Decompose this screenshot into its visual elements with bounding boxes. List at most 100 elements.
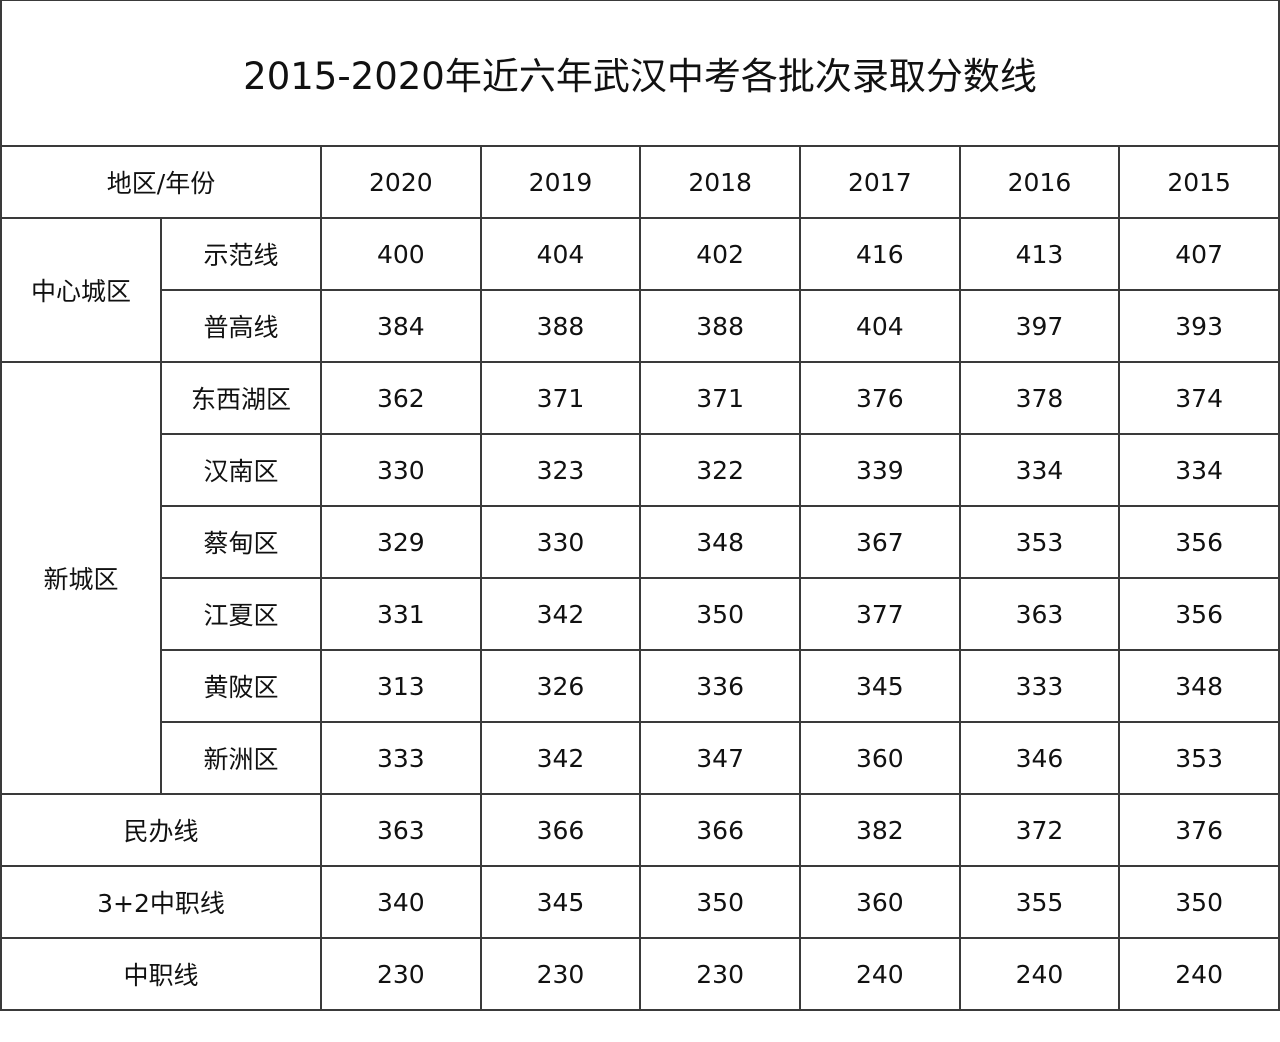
score: 377 [798,577,961,651]
score: 350 [639,865,801,939]
score: 230 [320,937,482,1011]
score: 366 [479,793,642,867]
year-header: 2017 [798,145,961,219]
score: 356 [1118,505,1280,579]
score: 339 [798,433,961,507]
row-label: 民办线 [0,793,322,867]
row-label: 东西湖区 [160,361,322,435]
score-table: 2015-2020年近六年武汉中考各批次录取分数线 地区/年份 2020 2019 2… [0,0,1280,1011]
row-label: 中职线 [0,937,322,1011]
year-header: 2020 [320,145,482,219]
score: 326 [479,649,642,723]
score: 330 [320,433,482,507]
score: 346 [958,721,1121,795]
score: 372 [958,793,1121,867]
row-label: 汉南区 [160,433,322,507]
score: 355 [958,865,1121,939]
score: 345 [798,649,961,723]
header-label: 地区/年份 [0,145,322,219]
score: 388 [479,289,642,363]
score: 371 [639,361,801,435]
table-row: 新洲区 333 342 347 360 346 353 [1,721,1280,795]
score: 356 [1118,577,1280,651]
score: 400 [320,217,482,291]
score: 402 [639,217,801,291]
score: 367 [798,505,961,579]
row-label: 示范线 [160,217,322,291]
score: 353 [1118,721,1280,795]
table-row: 3+2中职线 340 345 350 360 355 350 [0,865,1280,939]
score: 366 [639,793,801,867]
score: 331 [320,577,482,651]
score: 363 [958,577,1121,651]
score: 348 [639,505,801,579]
row-label: 黄陂区 [160,649,322,723]
score: 240 [958,937,1121,1011]
score: 360 [798,865,961,939]
score: 333 [320,721,482,795]
score: 360 [798,721,961,795]
year-header: 2016 [958,145,1121,219]
score: 393 [1118,289,1280,363]
score: 384 [320,289,482,363]
score: 230 [479,937,642,1011]
score: 336 [639,649,801,723]
table-row: 民办线 363 366 366 382 372 376 [0,793,1280,867]
score: 347 [639,721,801,795]
group-name: 中心城区 [0,217,162,363]
score: 230 [639,937,801,1011]
row-label: 3+2中职线 [0,865,322,939]
row-label: 江夏区 [160,577,322,651]
table-row: 地区/年份 2020 2019 2018 2017 2016 2015 [0,145,1280,219]
score: 334 [1118,433,1280,507]
score: 371 [479,361,642,435]
score: 240 [798,937,961,1011]
table-row: 中职线 230 230 230 240 240 240 [0,937,1280,1011]
score: 334 [958,433,1121,507]
score: 376 [1118,793,1280,867]
score: 342 [479,721,642,795]
score: 333 [958,649,1121,723]
title-row: 2015-2020年近六年武汉中考各批次录取分数线 [0,0,1280,147]
score: 340 [320,865,482,939]
score: 416 [798,217,961,291]
score: 329 [320,505,482,579]
table-row: 江夏区 331 342 350 377 363 356 [1,577,1280,651]
score: 362 [320,361,482,435]
score: 240 [1118,937,1280,1011]
score: 378 [958,361,1121,435]
score: 313 [320,649,482,723]
table-row: 中心城区 示范线 400 404 402 416 413 407 [0,217,1280,363]
score: 404 [479,217,642,291]
table-row: 普高线 384 388 388 404 397 393 [1,289,1280,363]
table-title: 2015-2020年近六年武汉中考各批次录取分数线 [0,0,1280,147]
group-name: 新城区 [0,361,162,795]
year-header: 2018 [639,145,801,219]
score: 376 [798,361,961,435]
score: 374 [1118,361,1280,435]
score: 407 [1118,217,1280,291]
score: 363 [320,793,482,867]
score: 323 [479,433,642,507]
score: 322 [639,433,801,507]
year-header: 2019 [479,145,642,219]
score: 353 [958,505,1121,579]
table-row: 黄陂区 313 326 336 345 333 348 [1,649,1280,723]
score: 388 [639,289,801,363]
score: 342 [479,577,642,651]
score: 345 [479,865,642,939]
score: 348 [1118,649,1280,723]
table-row: 汉南区 330 323 322 339 334 334 [1,433,1280,507]
score: 350 [639,577,801,651]
score: 397 [958,289,1121,363]
table-row: 蔡甸区 329 330 348 367 353 356 [1,505,1280,579]
score: 404 [798,289,961,363]
score: 382 [798,793,961,867]
score: 350 [1118,865,1280,939]
score: 413 [958,217,1121,291]
row-label: 普高线 [160,289,322,363]
row-label: 新洲区 [160,721,322,795]
year-header: 2015 [1118,145,1280,219]
table-row: 新城区 东西湖区 362 371 371 376 378 374 [0,361,1280,795]
